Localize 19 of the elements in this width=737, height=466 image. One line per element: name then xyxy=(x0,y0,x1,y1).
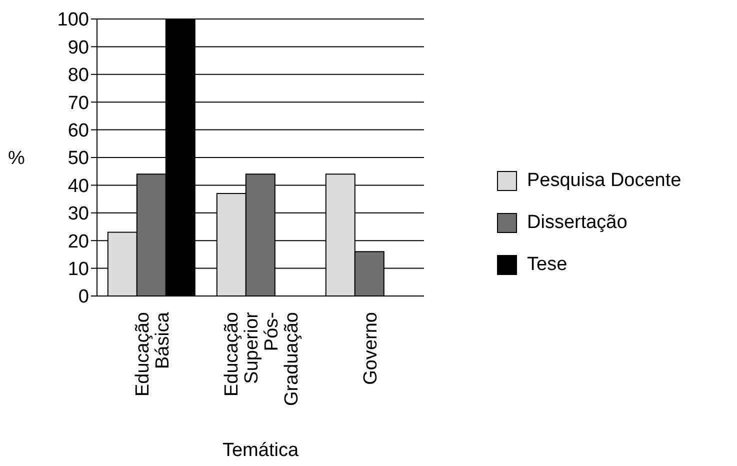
y-tick-label: 0 xyxy=(78,286,89,308)
y-tick-label: 20 xyxy=(68,231,89,252)
y-tick-label: 30 xyxy=(68,204,89,225)
x-tick-label: Educação Básica xyxy=(132,312,174,397)
y-axis-title: % xyxy=(8,148,25,170)
y-tick-label: 10 xyxy=(68,259,89,280)
y-tick-label: 40 xyxy=(68,176,89,197)
y-tick-label: 70 xyxy=(68,92,89,114)
y-tick-label: 50 xyxy=(68,148,89,170)
legend-label: Pesquisa Docente xyxy=(527,170,682,192)
legend-label: Tese xyxy=(527,254,568,276)
x-tick-label: Educação Superior Pós-Graduação xyxy=(222,311,302,406)
x-axis-title: Temática xyxy=(222,440,299,461)
y-tick-label: 60 xyxy=(68,120,89,142)
y-tick-label: 90 xyxy=(68,37,89,58)
legend-label: Dissertação xyxy=(527,212,628,234)
y-tick-label: 100 xyxy=(57,10,89,31)
y-tick-label: 80 xyxy=(68,65,89,86)
x-tick-label: Governo xyxy=(360,312,382,385)
